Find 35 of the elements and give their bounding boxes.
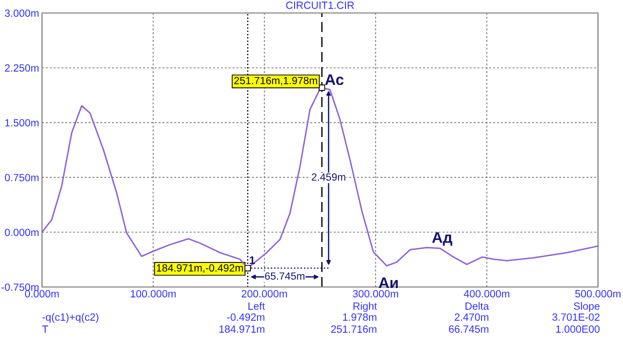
y-tick-label: 0.000m (4, 228, 39, 236)
annotation: 251.716m,1.978m (234, 76, 318, 86)
x-tick-label: 300.000m (352, 290, 398, 298)
text: 2.470m (454, 313, 488, 321)
annotation: 2.459m (312, 173, 346, 181)
y-tick-label: 2.250m (5, 64, 39, 72)
annotation: 1 (250, 256, 255, 264)
text: T (42, 326, 48, 333)
x-tick-label: 100.000m (130, 290, 176, 298)
annotation: Ас (325, 74, 344, 86)
text: Left (248, 302, 265, 310)
y-tick-label: 0.750m (4, 174, 39, 182)
annotation: Аи (378, 278, 398, 288)
text: Right (354, 302, 377, 312)
y-tick-label: 1.500m (5, 119, 39, 126)
text: 66.745m (448, 325, 488, 333)
x-tick-label: 200.000m (242, 290, 287, 298)
chart-title: CIRCUIT1.CIR (286, 2, 354, 9)
x-tick-label: 400.000m (464, 290, 510, 298)
x-tick-label: 500.000m (575, 290, 620, 298)
text: -0.492m (227, 313, 264, 321)
annotation: 65.745m (265, 272, 304, 280)
text: 184.971m (219, 325, 264, 333)
annotation: Ад (432, 232, 452, 246)
text: 1.978m (343, 313, 376, 321)
annotation: 184.971m,-0.492m (156, 264, 243, 273)
y-tick-label: -0.750m (1, 284, 39, 291)
text: 251.716m (331, 325, 376, 333)
text: Delta (466, 302, 489, 310)
text: 3.701E-02 (552, 313, 600, 321)
text: Slope (574, 302, 600, 312)
y-tick-label: 3.000m (4, 10, 39, 17)
text: 1.000E00 (556, 325, 600, 333)
x-tick-label: 0.000m (25, 290, 59, 298)
text: -q(c1)+q(c2) (42, 313, 98, 323)
